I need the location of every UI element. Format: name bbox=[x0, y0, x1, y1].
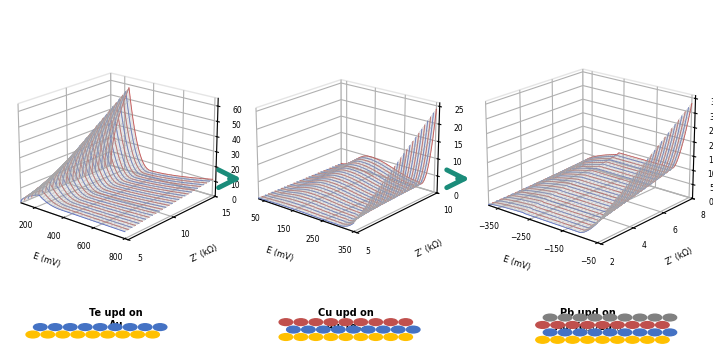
Y-axis label: Z' (kΩ): Z' (kΩ) bbox=[190, 244, 219, 264]
Text: Pb upd on
Au/Te$_{ad}$/Cu$_{ad}$: Pb upd on Au/Te$_{ad}$/Cu$_{ad}$ bbox=[554, 308, 622, 334]
Text: Te upd on
Au: Te upd on Au bbox=[89, 308, 143, 330]
X-axis label: E (mV): E (mV) bbox=[502, 254, 532, 272]
X-axis label: E (mV): E (mV) bbox=[31, 251, 61, 269]
X-axis label: E (mV): E (mV) bbox=[265, 246, 294, 263]
Y-axis label: Z' (kΩ): Z' (kΩ) bbox=[665, 247, 694, 267]
Y-axis label: Z' (kΩ): Z' (kΩ) bbox=[414, 239, 444, 259]
Text: Cu upd on
Au/Te$_{ad}$: Cu upd on Au/Te$_{ad}$ bbox=[318, 308, 374, 334]
